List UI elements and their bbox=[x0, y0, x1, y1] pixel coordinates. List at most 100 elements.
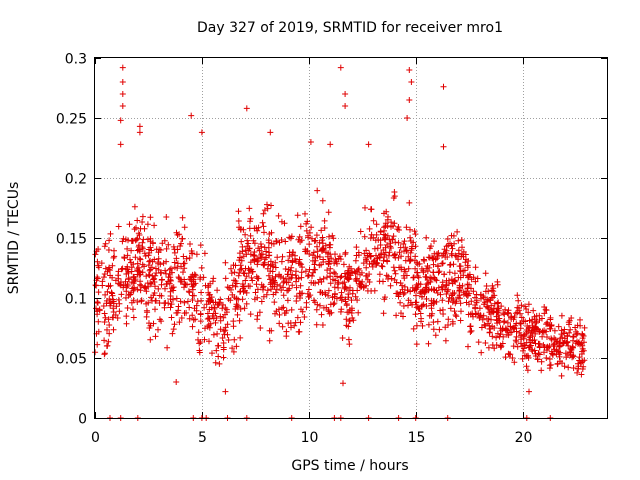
data-point bbox=[456, 263, 463, 270]
data-point bbox=[537, 328, 543, 335]
data-point bbox=[195, 329, 202, 336]
data-point bbox=[559, 334, 566, 341]
data-point bbox=[541, 304, 548, 310]
data-point bbox=[332, 290, 338, 297]
data-point bbox=[99, 282, 106, 289]
data-point bbox=[155, 266, 162, 273]
data-point bbox=[386, 249, 393, 256]
data-point bbox=[174, 309, 181, 316]
data-point bbox=[119, 64, 126, 71]
data-point bbox=[209, 313, 216, 319]
data-point bbox=[396, 249, 403, 256]
data-point bbox=[242, 231, 249, 238]
data-point bbox=[445, 298, 452, 305]
data-point bbox=[95, 264, 102, 271]
data-point bbox=[264, 201, 270, 208]
data-point bbox=[441, 246, 448, 253]
data-point bbox=[105, 316, 112, 323]
data-point bbox=[460, 267, 467, 274]
data-point bbox=[123, 294, 129, 301]
data-point bbox=[407, 234, 414, 241]
data-point bbox=[152, 265, 159, 272]
data-point bbox=[254, 275, 261, 282]
data-point bbox=[525, 325, 532, 332]
data-point bbox=[299, 290, 306, 297]
data-point bbox=[104, 288, 111, 295]
data-point bbox=[440, 311, 447, 317]
data-point bbox=[220, 344, 227, 351]
data-point bbox=[246, 267, 253, 274]
plot-frame bbox=[94, 57, 608, 419]
y-tick-label: 0.15 bbox=[56, 232, 87, 248]
data-point bbox=[212, 319, 219, 326]
data-point bbox=[491, 292, 498, 299]
data-point bbox=[148, 294, 154, 301]
data-point bbox=[531, 337, 538, 343]
data-point bbox=[501, 318, 508, 325]
data-point bbox=[272, 264, 279, 271]
data-point bbox=[367, 253, 374, 260]
data-point bbox=[181, 276, 188, 283]
data-point bbox=[235, 272, 242, 279]
data-point bbox=[189, 250, 196, 257]
data-point bbox=[417, 310, 424, 317]
data-point bbox=[413, 341, 420, 348]
data-point bbox=[139, 219, 146, 225]
data-point bbox=[426, 312, 433, 319]
data-point bbox=[391, 220, 398, 227]
data-point bbox=[257, 325, 264, 331]
data-point bbox=[440, 143, 447, 150]
data-point bbox=[281, 220, 288, 227]
data-point bbox=[535, 350, 542, 357]
data-point bbox=[265, 239, 272, 246]
data-point bbox=[455, 237, 462, 244]
data-point bbox=[301, 314, 308, 320]
data-point bbox=[320, 245, 327, 252]
data-point bbox=[284, 271, 291, 278]
data-point bbox=[312, 280, 319, 287]
data-point bbox=[302, 210, 308, 217]
data-point bbox=[265, 272, 272, 279]
data-point bbox=[202, 282, 209, 289]
data-point bbox=[168, 265, 174, 272]
data-point bbox=[134, 260, 141, 267]
data-point bbox=[101, 351, 108, 358]
data-point bbox=[180, 260, 187, 267]
data-point bbox=[138, 298, 145, 305]
data-point bbox=[113, 303, 120, 310]
data-point bbox=[212, 359, 219, 366]
data-point bbox=[439, 260, 446, 267]
data-point bbox=[115, 275, 122, 282]
data-point bbox=[107, 272, 114, 279]
data-point bbox=[225, 337, 232, 343]
data-point bbox=[381, 236, 388, 242]
data-point bbox=[532, 353, 539, 359]
data-point bbox=[167, 288, 174, 295]
data-point bbox=[305, 293, 312, 300]
data-point bbox=[503, 326, 510, 333]
data-point bbox=[190, 316, 197, 323]
data-point bbox=[425, 321, 432, 328]
data-point bbox=[407, 257, 413, 264]
data-point bbox=[437, 307, 444, 314]
data-point bbox=[406, 199, 413, 206]
data-point bbox=[320, 275, 327, 282]
data-point bbox=[207, 320, 214, 327]
data-point bbox=[443, 282, 450, 289]
data-point bbox=[204, 323, 211, 330]
data-point bbox=[450, 232, 457, 239]
data-point bbox=[519, 355, 526, 362]
data-point bbox=[563, 354, 570, 361]
data-point bbox=[152, 283, 158, 290]
data-point bbox=[406, 97, 413, 103]
data-point bbox=[215, 353, 222, 360]
data-point bbox=[109, 262, 116, 269]
data-point bbox=[324, 274, 330, 281]
data-point bbox=[251, 225, 258, 232]
data-point bbox=[94, 341, 101, 348]
data-point bbox=[272, 289, 279, 296]
data-point bbox=[520, 332, 527, 339]
data-point bbox=[293, 268, 299, 275]
data-point bbox=[228, 265, 234, 272]
data-point bbox=[118, 266, 125, 273]
